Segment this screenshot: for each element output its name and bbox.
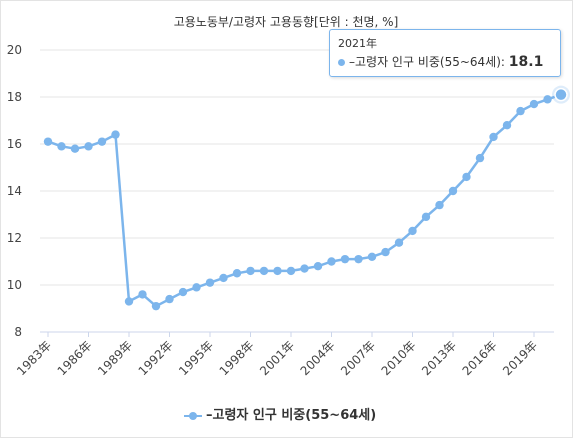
y-tick-label: 10 (7, 278, 22, 292)
data-point[interactable] (489, 132, 498, 142)
data-point[interactable] (70, 144, 80, 153)
data-point[interactable] (462, 172, 471, 182)
data-point[interactable] (327, 257, 336, 266)
legend-label: –고령자 인구 비중(55~64세) (206, 408, 377, 423)
data-point[interactable] (286, 266, 296, 276)
data-point[interactable] (43, 137, 53, 146)
data-point[interactable] (165, 294, 174, 304)
x-tick-label: 2010年 (379, 338, 419, 378)
chart-title: 고용노동부/고령자 고용동향[단위 : 천명, %] (174, 14, 399, 29)
data-point[interactable] (448, 186, 458, 196)
grid-lines (40, 49, 554, 333)
data-point[interactable] (219, 273, 228, 283)
data-point[interactable] (435, 200, 444, 210)
data-point[interactable] (554, 87, 568, 102)
tooltip-value: 18.1 (508, 54, 544, 70)
data-point[interactable] (124, 297, 134, 306)
data-point[interactable] (205, 278, 215, 287)
data-point[interactable] (408, 226, 417, 236)
series-group (43, 85, 570, 311)
x-axis-labels: 1983年 1986年 1989年 1992年 1995年 1998年 2001年 2004年… (14, 332, 540, 378)
x-tick-label: 1992年 (136, 338, 176, 378)
data-point[interactable] (232, 269, 242, 278)
data-point[interactable] (84, 142, 93, 151)
legend-item[interactable]: –고령자 인구 비중(55~64세) (184, 404, 377, 423)
tooltip-row: –고령자 인구 비중(55~64세): 18.1 (338, 53, 543, 70)
tooltip-series-label: –고령자 인구 비중(55~64세): (349, 55, 509, 69)
x-tick-label: 1983年 (14, 338, 54, 378)
series-dot-icon (338, 59, 345, 66)
legend-line-icon (184, 411, 202, 421)
x-tick-label: 1995年 (176, 338, 216, 378)
data-point[interactable] (313, 262, 323, 271)
x-tick-label: 2001年 (257, 338, 297, 378)
y-tick-label: 20 (7, 43, 22, 57)
tooltip-header: 2021年 (338, 37, 377, 50)
data-point[interactable] (340, 254, 350, 264)
data-point[interactable] (516, 106, 525, 116)
x-tick-label: 1998年 (217, 338, 257, 378)
data-point[interactable] (246, 266, 255, 276)
data-point[interactable] (111, 130, 120, 139)
y-tick-label: 16 (7, 137, 22, 151)
y-tick-label: 12 (7, 231, 22, 245)
series-line (47, 93, 562, 308)
data-point[interactable] (475, 153, 485, 163)
y-tick-label: 14 (7, 184, 22, 198)
data-tooltip: 2021年 –고령자 인구 비중(55~64세): 18.1 (329, 29, 561, 77)
data-point[interactable] (300, 264, 309, 273)
data-point[interactable] (354, 254, 363, 264)
data-point[interactable] (381, 247, 390, 257)
x-tick-label: 2007年 (338, 338, 378, 378)
x-tick-label: 2019年 (500, 338, 540, 378)
y-axis-labels: 8 10 12 14 16 18 20 (7, 43, 22, 339)
data-point[interactable] (178, 287, 188, 297)
data-point[interactable] (97, 137, 107, 146)
data-point[interactable] (529, 99, 539, 109)
data-point[interactable] (394, 238, 404, 247)
data-point[interactable] (543, 95, 552, 104)
x-tick-label: 2016年 (460, 338, 500, 378)
data-point[interactable] (502, 121, 512, 130)
x-tick-label: 1986年 (55, 338, 95, 378)
data-point[interactable] (151, 301, 161, 311)
x-tick-label: 2004年 (298, 338, 338, 378)
data-point[interactable] (57, 142, 66, 151)
x-tick-label: 2013年 (419, 338, 459, 378)
data-point[interactable] (192, 283, 201, 292)
x-tick-label: 1989年 (95, 338, 135, 378)
data-point[interactable] (273, 266, 282, 276)
y-tick-label: 8 (14, 325, 22, 339)
data-point[interactable] (138, 290, 147, 299)
y-tick-label: 18 (7, 90, 22, 104)
data-point[interactable] (421, 212, 431, 222)
data-point[interactable] (259, 266, 269, 276)
data-point[interactable] (367, 252, 377, 261)
